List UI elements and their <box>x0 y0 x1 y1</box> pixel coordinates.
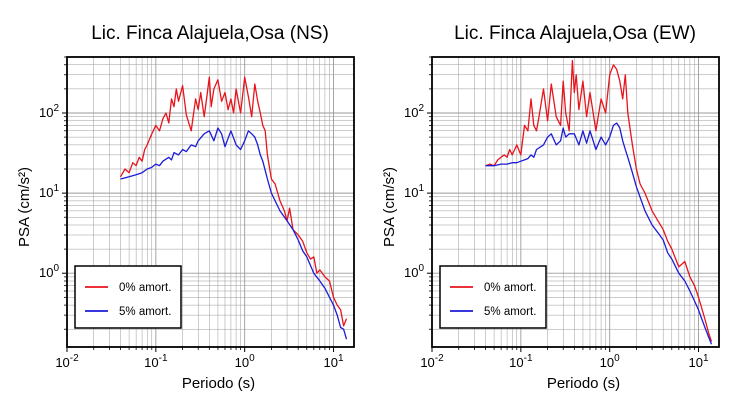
x-tick-label: 10-1 <box>144 353 168 370</box>
x-tick-exponent: 1 <box>703 353 709 364</box>
y-axis-label: PSA (cm/s²) <box>16 167 33 247</box>
chart-panel-2: Lic. Finca Alajuela,Osa (EW)10-2 10-1 100 1… <box>381 23 720 392</box>
legend-label: 0% amort. <box>484 282 536 294</box>
x-tick-label: 10-1 <box>509 353 533 370</box>
y-tick-base: 10 <box>404 185 418 200</box>
y-tick-base: 10 <box>39 105 53 120</box>
x-tick-exponent: -1 <box>159 353 168 364</box>
y-tick-exponent: 2 <box>418 103 424 114</box>
series-line-undamped <box>119 76 348 327</box>
y-tick-base: 10 <box>39 265 53 280</box>
x-axis-label: Periodo (s) <box>547 375 620 392</box>
x-tick-base: 10 <box>324 355 338 370</box>
plot-frame <box>66 56 355 348</box>
y-tick-label: 100 <box>39 263 59 280</box>
x-tick-exponent: -1 <box>524 353 533 364</box>
y-tick-label: 102 <box>39 103 59 120</box>
y-tick-exponent: 0 <box>53 263 59 274</box>
legend-label: 0% amort. <box>119 282 171 294</box>
plot-frame <box>431 56 720 348</box>
x-tick-base: 10 <box>420 355 434 370</box>
x-tick-label: 100 <box>600 353 620 370</box>
series-line-damped <box>485 122 713 345</box>
legend-label: 5% amort. <box>119 306 171 318</box>
chart-panel-1: Lic. Finca Alajuela,Osa (NS)10-2 10-1 100 1… <box>16 23 355 392</box>
chart-title: Lic. Finca Alajuela,Osa (EW) <box>454 23 696 44</box>
y-tick-exponent: 0 <box>418 263 424 274</box>
y-tick-base: 10 <box>404 265 418 280</box>
x-tick-exponent: 1 <box>338 353 344 364</box>
x-tick-label: 10-2 <box>420 353 444 370</box>
series-line-damped <box>120 127 348 340</box>
series-line-undamped <box>485 60 713 342</box>
y-axis-label: PSA (cm/s²) <box>381 167 398 247</box>
x-tick-exponent: -2 <box>435 353 444 364</box>
x-tick-base: 10 <box>689 355 703 370</box>
x-axis-label: Periodo (s) <box>182 375 255 392</box>
x-tick-base: 10 <box>600 355 614 370</box>
y-tick-label: 101 <box>39 183 59 200</box>
x-tick-label: 100 <box>235 353 255 370</box>
x-tick-exponent: 0 <box>249 353 255 364</box>
legend-label: 5% amort. <box>484 306 536 318</box>
x-tick-label: 10-2 <box>55 353 79 370</box>
y-tick-label: 100 <box>404 263 424 280</box>
x-tick-base: 10 <box>509 355 523 370</box>
x-tick-base: 10 <box>235 355 249 370</box>
legend: 0% amort. 5% amort. <box>74 265 182 329</box>
x-tick-label: 101 <box>689 353 709 370</box>
y-tick-base: 10 <box>404 105 418 120</box>
x-tick-base: 10 <box>144 355 158 370</box>
x-tick-base: 10 <box>55 355 69 370</box>
legend-box <box>439 265 547 329</box>
grid <box>431 56 719 347</box>
x-tick-label: 101 <box>324 353 344 370</box>
x-tick-exponent: 0 <box>614 353 620 364</box>
chart-title: Lic. Finca Alajuela,Osa (NS) <box>91 23 329 44</box>
x-tick-exponent: -2 <box>70 353 79 364</box>
y-tick-label: 102 <box>404 103 424 120</box>
y-tick-label: 101 <box>404 183 424 200</box>
y-tick-exponent: 1 <box>53 183 59 194</box>
y-tick-exponent: 1 <box>418 183 424 194</box>
y-tick-exponent: 2 <box>53 103 59 114</box>
legend: 0% amort. 5% amort. <box>439 265 547 329</box>
y-tick-base: 10 <box>39 185 53 200</box>
legend-box <box>74 265 182 329</box>
